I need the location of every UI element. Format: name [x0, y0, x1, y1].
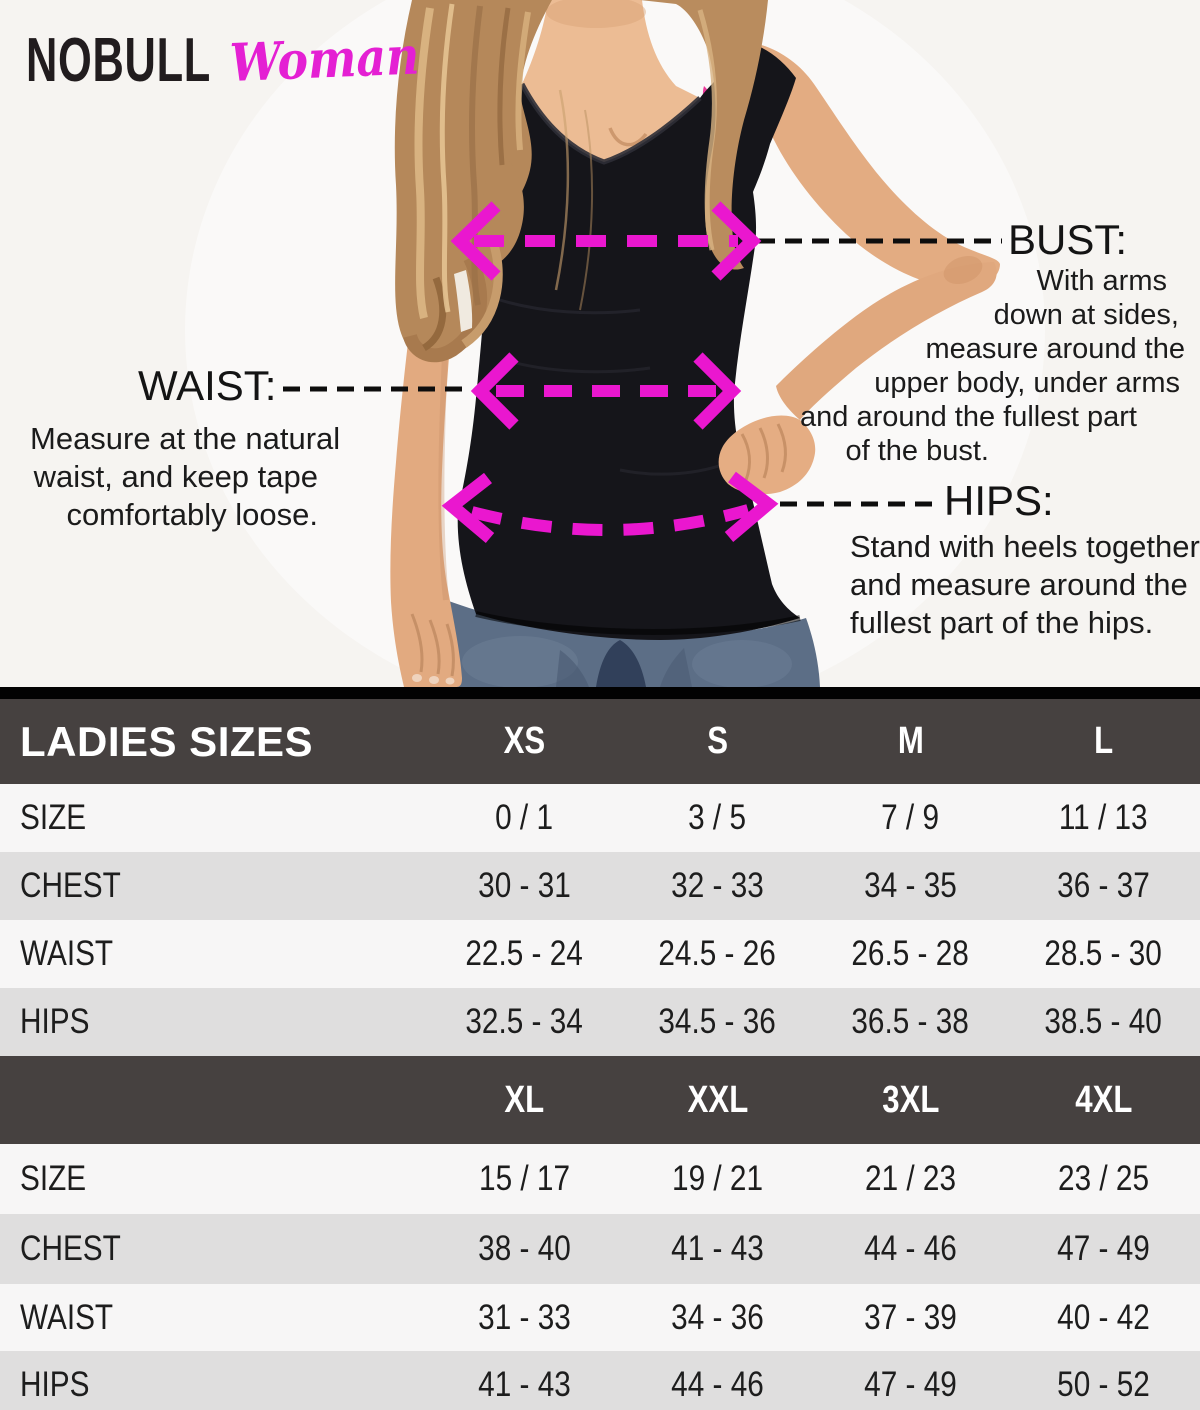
value-cell: 37 - 39 [864, 1297, 957, 1337]
size-column-header: M [897, 720, 924, 762]
row-label: CHEST [20, 866, 121, 905]
table-row-waist: WAIST 31 - 33 34 - 36 37 - 39 40 - 42 [0, 1284, 1200, 1351]
waist-description-line: Measure at the natural [30, 421, 341, 456]
value-cell: 11 / 13 [1059, 798, 1148, 837]
value-cell: 15 / 17 [478, 1159, 570, 1198]
table-title: LADIES SIZES [20, 717, 314, 765]
model-skin [522, 0, 700, 162]
waist-description: Measure at the natural waist, and keep t… [30, 420, 341, 534]
table-row-hips: HIPS 41 - 43 44 - 46 47 - 49 50 - 52 [0, 1351, 1200, 1410]
hips-description-line: Stand with heels together, [850, 529, 1200, 564]
jeans-graphic [433, 600, 820, 687]
white-strap-sliver [454, 270, 473, 332]
table-row-size: SIZE 0 / 1 3 / 5 7 / 9 11 / 13 [0, 784, 1200, 852]
bust-description-line: upper body, under arms [874, 367, 1180, 399]
table-header-row-2: XL XXL 3XL 4XL [0, 1056, 1200, 1144]
value-cell: 31 - 33 [478, 1297, 571, 1337]
bust-arrow [450, 201, 762, 281]
value-cell: 36.5 - 38 [851, 1002, 970, 1041]
value-cell: 44 - 46 [864, 1229, 957, 1268]
size-column-header: 4XL [1074, 1078, 1133, 1121]
value-cell: 23 / 25 [1057, 1159, 1149, 1198]
value-cell: 34.5 - 36 [658, 1002, 777, 1041]
table-header-row-1: LADIES SIZES XS S M L [0, 699, 1200, 784]
value-cell: 47 - 49 [864, 1365, 957, 1404]
row-label: CHEST [20, 1229, 121, 1268]
table-row-chest: CHEST 38 - 40 41 - 43 44 - 46 47 - 49 [0, 1214, 1200, 1284]
value-cell: 40 - 42 [1057, 1297, 1150, 1337]
bust-description-line: down at sides, [993, 299, 1179, 331]
bust-label: BUST: [1008, 216, 1128, 263]
right-forearm-hand [718, 255, 997, 495]
table-row-size: SIZE 15 / 17 19 / 21 21 / 23 23 / 25 [0, 1144, 1200, 1214]
value-cell: 22.5 - 24 [465, 934, 584, 973]
size-column-header: S [707, 720, 728, 762]
bust-description-line: and around the fullest part [800, 401, 1137, 433]
value-cell: 0 / 1 [495, 798, 554, 837]
size-column-header: XXL [687, 1078, 748, 1121]
model-photo-section: NOBULL Woman BUST: With arms down at sid… [0, 0, 1200, 687]
left-arm [390, 298, 462, 687]
table-row-waist: WAIST 22.5 - 24 24.5 - 26 26.5 - 28 28.5… [0, 920, 1200, 988]
model-photo-illustration [0, 0, 1200, 687]
value-cell: 26.5 - 28 [851, 934, 970, 973]
value-cell: 34 - 36 [671, 1297, 764, 1337]
value-cell: 28.5 - 30 [1044, 934, 1163, 973]
bust-description-line: With arms [1036, 265, 1168, 297]
row-label: SIZE [20, 798, 87, 837]
right-upper-arm [756, 44, 1000, 289]
value-cell: 41 - 43 [671, 1229, 764, 1268]
value-cell: 50 - 52 [1057, 1365, 1150, 1404]
value-cell: 24.5 - 26 [658, 934, 777, 973]
value-cell: 7 / 9 [881, 798, 940, 837]
value-cell: 41 - 43 [478, 1365, 571, 1404]
logo: NOBULL Woman [26, 25, 444, 95]
hips-arrow [441, 471, 779, 543]
value-cell: 19 / 21 [671, 1159, 763, 1198]
row-label: SIZE [20, 1159, 87, 1198]
bust-description-line: measure around the [925, 333, 1185, 365]
value-cell: 36 - 37 [1057, 866, 1150, 905]
row-label: HIPS [20, 1365, 90, 1404]
value-cell: 32 - 33 [671, 866, 764, 905]
measurement-arrows [441, 201, 779, 543]
hips-description-line: fullest part of the hips. [850, 605, 1154, 640]
value-cell: 32.5 - 34 [465, 1002, 584, 1041]
value-cell: 21 / 23 [864, 1159, 956, 1198]
value-cell: 34 - 35 [864, 866, 957, 905]
size-column-header: XS [503, 720, 546, 762]
waist-arrow [470, 352, 742, 430]
logo-sub: Woman [228, 25, 420, 94]
waist-description-line: comfortably loose. [66, 497, 318, 532]
leader-lines [283, 238, 1002, 507]
value-cell: 30 - 31 [478, 866, 571, 905]
waist-label: WAIST: [138, 362, 277, 409]
table-row-chest: CHEST 30 - 31 32 - 33 34 - 35 36 - 37 [0, 852, 1200, 920]
bust-description: With arms down at sides, measure around … [800, 264, 1185, 468]
value-cell: 44 - 46 [671, 1365, 764, 1404]
row-label: HIPS [20, 1002, 90, 1041]
row-label: WAIST [20, 1297, 114, 1337]
row-label: WAIST [20, 934, 114, 973]
size-table-section: LADIES SIZES XS S M L SIZE 0 / 1 3 / 5 7… [0, 699, 1200, 1410]
hips-description-line: and measure around the [850, 567, 1188, 602]
value-cell: 3 / 5 [688, 798, 747, 837]
ladies-size-table: LADIES SIZES XS S M L SIZE 0 / 1 3 / 5 7… [0, 699, 1200, 1410]
size-column-header: XL [504, 1078, 545, 1121]
divider-bar [0, 687, 1200, 699]
table-row-hips: HIPS 32.5 - 34 34.5 - 36 36.5 - 38 38.5 … [0, 988, 1200, 1056]
value-cell: 47 - 49 [1057, 1229, 1150, 1268]
bust-description-line: of the bust. [845, 435, 990, 467]
hips-label: HIPS: [944, 477, 1054, 524]
value-cell: 38 - 40 [478, 1229, 571, 1268]
size-column-header: L [1093, 720, 1114, 762]
value-cell: 38.5 - 40 [1044, 1002, 1163, 1041]
waist-description-line: waist, and keep tape [33, 459, 318, 494]
logo-brand: NOBULL [26, 26, 212, 95]
hips-description: Stand with heels together, and measure a… [850, 528, 1200, 642]
size-column-header: 3XL [881, 1078, 940, 1121]
